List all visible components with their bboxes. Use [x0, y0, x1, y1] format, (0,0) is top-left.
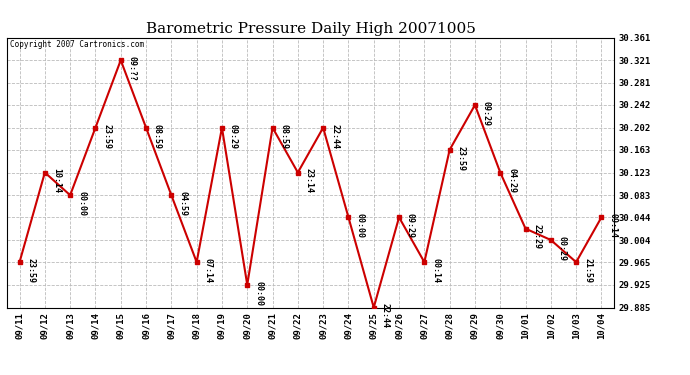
Text: 21:59: 21:59 [583, 258, 592, 283]
Text: 23:59: 23:59 [102, 123, 111, 148]
Text: 22:44: 22:44 [330, 123, 339, 148]
Text: 23:59: 23:59 [457, 146, 466, 171]
Text: 00:00: 00:00 [77, 191, 86, 216]
Text: 08:59: 08:59 [153, 123, 162, 148]
Text: 04:59: 04:59 [178, 191, 187, 216]
Text: 00:00: 00:00 [355, 213, 364, 238]
Text: 09:29: 09:29 [229, 123, 238, 148]
Text: 04:29: 04:29 [507, 168, 516, 194]
Text: 09:29: 09:29 [482, 101, 491, 126]
Text: 22:44: 22:44 [381, 303, 390, 328]
Text: 23:14: 23:14 [305, 168, 314, 194]
Text: 22:29: 22:29 [533, 225, 542, 249]
Text: Copyright 2007 Cartronics.com: Copyright 2007 Cartronics.com [10, 40, 144, 49]
Text: 00:29: 00:29 [558, 236, 566, 261]
Text: 00:14: 00:14 [431, 258, 440, 283]
Text: 09:14: 09:14 [609, 213, 618, 238]
Text: 09:29: 09:29 [406, 213, 415, 238]
Text: 00:00: 00:00 [254, 280, 263, 306]
Text: 09:??: 09:?? [128, 56, 137, 81]
Text: 23:59: 23:59 [26, 258, 35, 283]
Text: 10:14: 10:14 [52, 168, 61, 194]
Text: 07:14: 07:14 [204, 258, 213, 283]
Title: Barometric Pressure Daily High 20071005: Barometric Pressure Daily High 20071005 [146, 22, 475, 36]
Text: 08:59: 08:59 [279, 123, 288, 148]
